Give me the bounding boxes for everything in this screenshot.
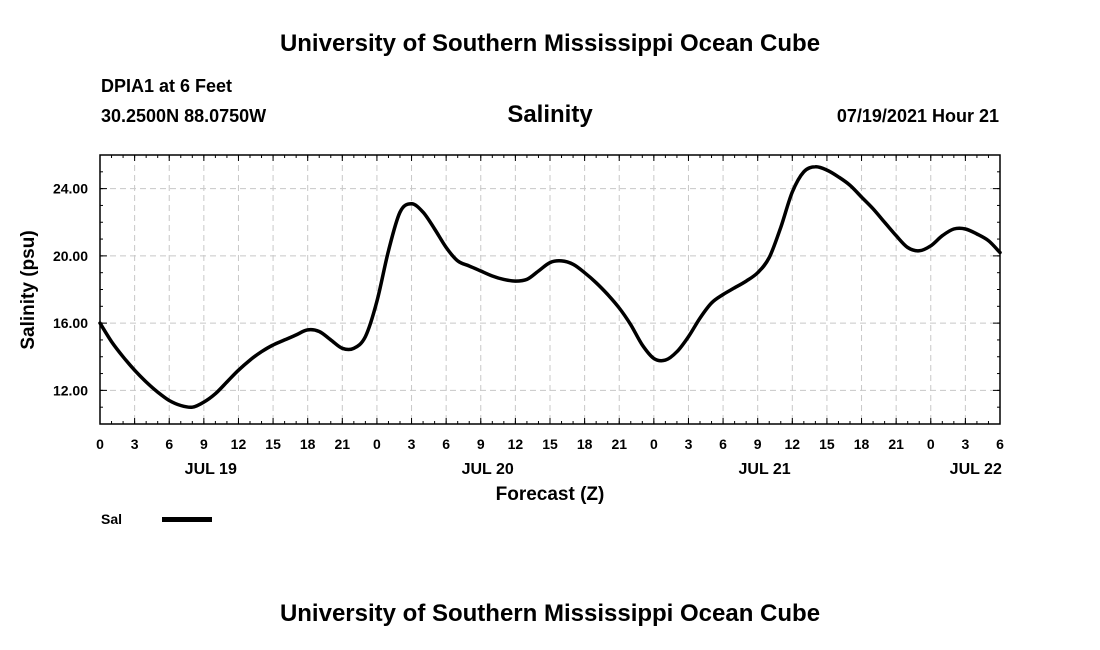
x-tick-label: 9 (200, 436, 208, 452)
x-tick-label: 6 (719, 436, 727, 452)
x-tick-label: 21 (335, 436, 351, 452)
x-tick-label: 0 (373, 436, 381, 452)
date-labels: JUL 19 JUL 20 JUL 21 JUL 22 (185, 461, 1002, 478)
x-tick-label: 0 (650, 436, 658, 452)
footer-title: University of Southern Mississippi Ocean… (279, 600, 821, 627)
x-axis-label: Forecast (Z) (496, 484, 605, 505)
x-tick-label: 6 (442, 436, 450, 452)
x-tick-label: 3 (408, 436, 416, 452)
run-time-label: 07/19/2021 Hour 21 (836, 106, 999, 126)
x-tick-label: 0 (96, 436, 104, 452)
x-tick-label: 9 (477, 436, 485, 452)
x-tick-label: 6 (996, 436, 1004, 452)
x-tick-label: 12 (508, 436, 524, 452)
x-tick-label: 3 (961, 436, 969, 452)
date-label: JUL 21 (739, 461, 791, 478)
x-tick-label: 21 (611, 436, 627, 452)
date-label: JUL 20 (462, 461, 514, 478)
y-axis-label: Salinity (psu) (18, 230, 39, 349)
y-tick-label: 24.00 (53, 181, 88, 197)
x-tick-label: 15 (542, 436, 558, 452)
x-tick-label: 0 (927, 436, 935, 452)
legend-swatch (162, 517, 212, 522)
x-tick-label: 15 (819, 436, 835, 452)
x-tick-label: 3 (131, 436, 139, 452)
date-label: JUL 22 (950, 461, 1002, 478)
x-tick-label: 18 (300, 436, 316, 452)
y-tick-labels: 12.00 16.00 20.00 24.00 (53, 181, 88, 399)
y-tick-label: 12.00 (53, 382, 88, 398)
chart-title: Salinity (507, 101, 593, 128)
x-tick-label: 18 (577, 436, 593, 452)
legend-label: Sal (101, 511, 123, 527)
x-tick-labels: 0 3 6 9 12 15 18 21 0 3 6 9 12 15 18 21 0 3 6 9 12 15 18 21 0 3 6 (96, 436, 1004, 452)
x-tick-label: 15 (265, 436, 281, 452)
page-title: University of Southern Mississippi Ocean… (279, 30, 821, 57)
x-tick-label: 9 (754, 436, 762, 452)
x-tick-label: 12 (231, 436, 247, 452)
x-tick-label: 21 (888, 436, 904, 452)
y-tick-label: 16.00 (53, 315, 88, 331)
x-tick-label: 18 (854, 436, 870, 452)
series-line-sal (98, 165, 1002, 410)
coordinates-label: 30.2500N 88.0750W (101, 106, 267, 126)
station-label: DPIA1 at 6 Feet (101, 76, 233, 96)
x-tick-label: 12 (785, 436, 801, 452)
grid-lines (100, 155, 1000, 424)
date-label: JUL 19 (185, 461, 237, 478)
x-tick-label: 3 (685, 436, 693, 452)
axis-ticks (99, 154, 1001, 425)
x-tick-label: 6 (165, 436, 173, 452)
y-tick-label: 20.00 (53, 248, 88, 264)
